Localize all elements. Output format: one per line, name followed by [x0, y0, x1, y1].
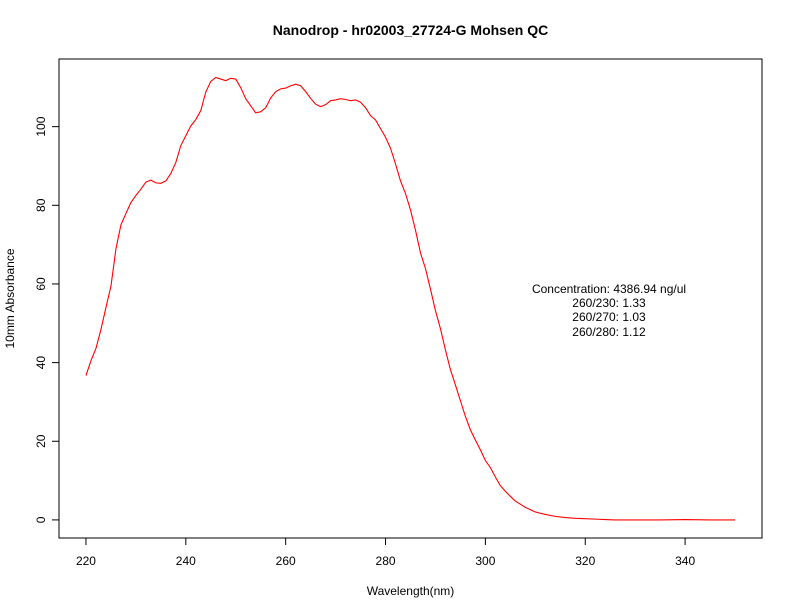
x-tick-label: 280	[376, 554, 396, 568]
x-tick-label: 340	[675, 554, 695, 568]
annotation-ratio-260-280: 260/280: 1.12	[572, 325, 646, 339]
y-axis: 0 20 40 60 80 100	[34, 116, 59, 523]
annotation-ratio-260-230: 260/230: 1.33	[572, 296, 646, 310]
annotation-ratio-260-270: 260/270: 1.03	[572, 310, 646, 324]
x-tick-label: 220	[76, 554, 96, 568]
absorbance-series-line	[85, 76, 736, 521]
y-tick-label: 60	[34, 277, 48, 291]
y-tick-label: 100	[34, 116, 48, 136]
chart-title: Nanodrop - hr02003_27724-G Mohsen QC	[273, 22, 548, 38]
x-axis-label: Wavelength(nm)	[367, 584, 455, 598]
x-tick-label: 300	[475, 554, 495, 568]
x-tick-label: 240	[176, 554, 196, 568]
annotation-concentration: Concentration: 4386.94 ng/ul	[532, 282, 686, 296]
x-axis: 220 240 260 280 300 320 340	[76, 538, 695, 568]
y-tick-label: 80	[34, 198, 48, 212]
y-tick-label: 0	[34, 516, 48, 523]
annotation-block: Concentration: 4386.94 ng/ul 260/230: 1.…	[532, 282, 686, 339]
y-tick-label: 20	[34, 434, 48, 448]
x-tick-label: 260	[276, 554, 296, 568]
plot-frame	[58, 58, 763, 539]
y-axis-label: 10mm Absorbance	[3, 248, 17, 348]
x-tick-label: 320	[575, 554, 595, 568]
y-tick-label: 40	[34, 356, 48, 370]
